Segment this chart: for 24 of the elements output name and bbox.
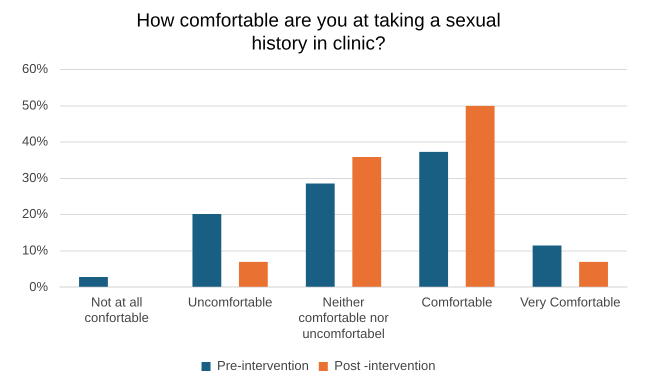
- y-tick-label: 0%: [29, 278, 48, 294]
- legend-label: Pre-intervention: [217, 358, 309, 374]
- y-tick-label: 50%: [22, 97, 48, 112]
- bar: [306, 183, 335, 287]
- bar: [466, 106, 495, 287]
- chart-title: How comfortable are you at taking a sexual history in clinic?: [136, 10, 501, 54]
- legend-label: Post -intervention: [334, 358, 436, 374]
- x-tick-label: Not at all confortable: [84, 294, 149, 326]
- bar: [419, 152, 448, 287]
- x-tick-label: Very Comfortable: [520, 294, 621, 310]
- bar: [79, 277, 108, 287]
- y-tick-label: 10%: [22, 242, 48, 258]
- bar: [532, 245, 562, 287]
- bar: [352, 157, 382, 287]
- x-tick-label: Neither comfortable nor uncomfortabel: [298, 294, 390, 341]
- bar: [579, 262, 608, 287]
- y-tick-label: 40%: [22, 134, 48, 149]
- y-tick-label: 30%: [22, 170, 48, 185]
- bar: [238, 262, 268, 287]
- y-tick-label: 60%: [22, 61, 48, 76]
- x-tick-label: Uncomfortable: [188, 294, 272, 310]
- bar: [192, 214, 222, 287]
- x-tick-label: Comfortable: [422, 294, 492, 310]
- y-tick-label: 20%: [22, 206, 48, 222]
